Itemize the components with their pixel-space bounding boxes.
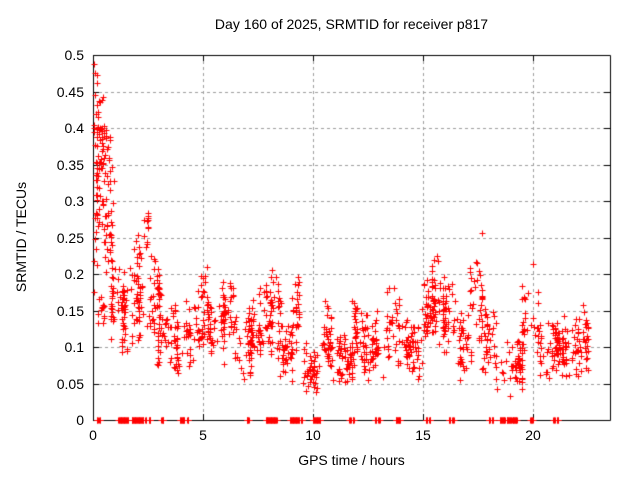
y-tick-label: 0.35 [56, 156, 84, 173]
x-tick-label: 0 [89, 427, 97, 443]
x-tick-label: 15 [415, 427, 431, 443]
y-tick-label: 0.45 [56, 83, 84, 100]
y-tick-label: 0.4 [64, 120, 84, 136]
y-tick-label: 0.15 [56, 302, 84, 319]
y-tick-label: 0.25 [56, 229, 84, 246]
y-tick-label: 0.05 [56, 375, 84, 392]
chart-title: Day 160 of 2025, SRMTID for receiver p81… [214, 16, 489, 32]
y-tick-label: 0 [76, 412, 84, 428]
y-tick-label: 0.5 [64, 47, 84, 63]
x-tick-label: 10 [305, 427, 321, 443]
y-tick-label: 0.3 [64, 193, 84, 209]
y-tick-label: 0.2 [64, 266, 84, 282]
x-axis-label: GPS time / hours [298, 452, 405, 468]
y-tick-label: 0.1 [64, 339, 84, 355]
x-tick-label: 20 [525, 427, 541, 443]
x-tick-label: 5 [199, 427, 207, 443]
